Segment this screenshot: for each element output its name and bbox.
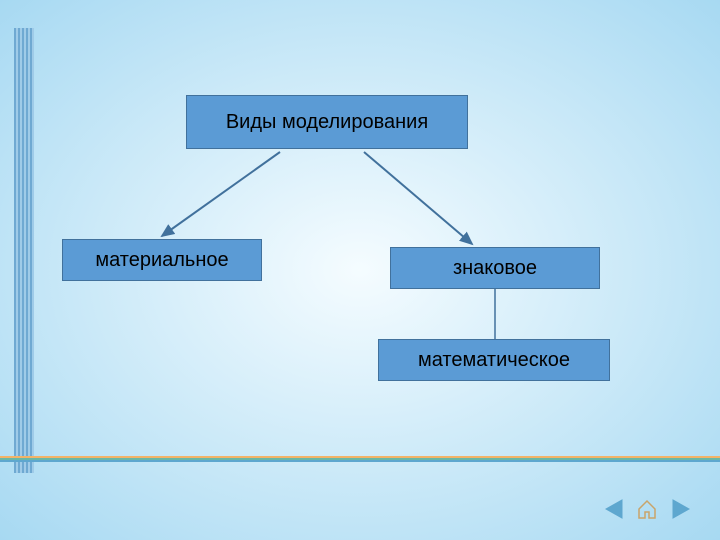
divider (0, 456, 720, 462)
node-left: материальное (62, 239, 262, 281)
sidebar-decoration (14, 28, 34, 473)
triangle-left-icon (604, 498, 626, 520)
edge-root-left (162, 152, 280, 236)
slide: Виды моделирования материальное знаковое… (0, 0, 720, 540)
nav-prev-button[interactable] (604, 498, 626, 520)
nav-next-button[interactable] (669, 498, 691, 520)
home-icon (636, 498, 658, 520)
edge-root-right (364, 152, 472, 244)
node-right-label: знаковое (453, 257, 537, 280)
triangle-right-icon (669, 498, 691, 520)
nav-buttons (604, 498, 697, 525)
node-left-label: материальное (95, 249, 228, 272)
node-right: знаковое (390, 247, 600, 289)
node-root: Виды моделирования (186, 95, 468, 149)
node-math: математическое (378, 339, 610, 381)
node-root-label: Виды моделирования (226, 111, 428, 134)
nav-home-button[interactable] (636, 498, 658, 520)
node-math-label: математическое (418, 349, 570, 372)
